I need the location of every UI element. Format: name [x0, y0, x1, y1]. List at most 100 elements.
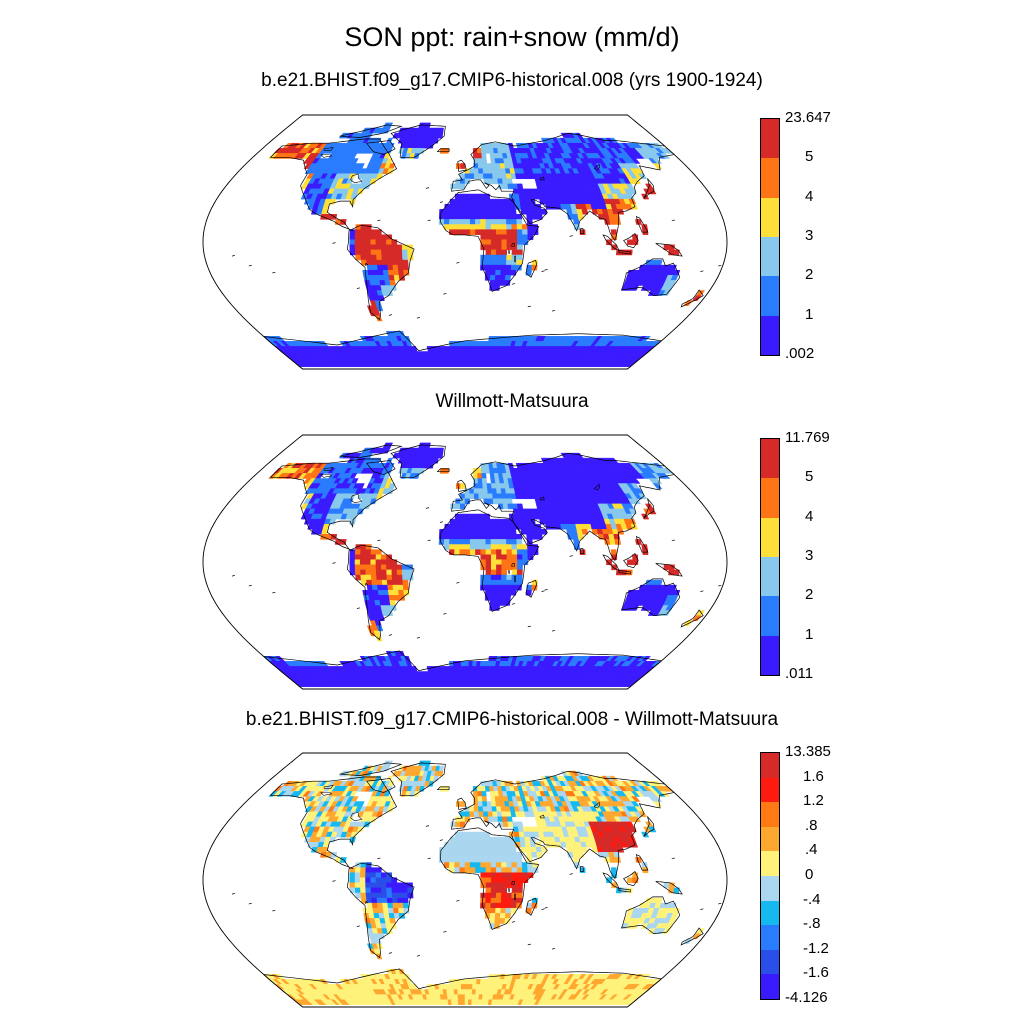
grid-cell [496, 559, 502, 566]
grid-cell [499, 836, 506, 843]
grid-cell [464, 867, 471, 873]
grid-cell [490, 877, 497, 884]
grid-cell [482, 168, 489, 174]
grid-cell [471, 351, 477, 357]
map-observed-precipitation [202, 434, 728, 690]
grid-cell [510, 584, 517, 591]
grid-cell [376, 579, 383, 586]
grid-cell [354, 867, 361, 873]
grid-cell [376, 254, 383, 261]
grid-cell [494, 600, 501, 606]
grid-cell [449, 852, 456, 858]
grid-cell [489, 600, 496, 606]
coastline-arctic-islands [339, 124, 403, 138]
grid-cell [506, 882, 513, 889]
coastline-new-guinea [655, 243, 683, 257]
grid-cell [444, 847, 451, 853]
grid-cell [506, 862, 513, 868]
grid-cell [485, 239, 492, 246]
grid-cell [485, 224, 492, 230]
grid-cell [468, 676, 473, 682]
grid-cell [398, 913, 406, 919]
grid-cell [380, 559, 387, 566]
grid-cell [535, 529, 543, 535]
grid-cell [499, 523, 506, 530]
grid-cell [506, 254, 513, 261]
grid-cell [365, 549, 372, 555]
grid-cell [475, 229, 481, 235]
grid-cell [375, 244, 382, 251]
grid-cell [501, 882, 508, 889]
grid-cell [365, 887, 372, 894]
grid-cell [386, 806, 394, 812]
grid-cell [354, 229, 361, 235]
grid-cell [443, 539, 450, 545]
grid-cell [530, 523, 537, 530]
coastline-madagascar [525, 259, 538, 278]
grid-cell [464, 229, 471, 235]
grid-cell [365, 254, 372, 261]
grid-cell [479, 193, 486, 200]
grid-cell [469, 529, 476, 535]
grid-cell [459, 534, 466, 540]
grid-cell [469, 544, 476, 550]
grid-cell [489, 275, 496, 281]
grid-cell [464, 518, 471, 525]
islet [544, 269, 548, 271]
grid-cell [375, 569, 382, 576]
grid-cell [490, 259, 497, 266]
grid-cell [393, 275, 400, 281]
grid-cell [474, 513, 481, 520]
grid-cell [354, 244, 361, 251]
grid-cell [469, 847, 476, 853]
grid-cell [479, 523, 486, 530]
islet [541, 590, 545, 592]
grid-cell [375, 887, 382, 894]
grid-cell [393, 589, 400, 596]
grid-cell [449, 203, 456, 210]
grid-cell [459, 219, 466, 225]
grid-cell [606, 239, 612, 246]
grid-cell [506, 564, 513, 571]
grid-cell [472, 984, 477, 990]
grid-cell [489, 913, 496, 919]
grid-cell [495, 539, 502, 545]
grid-cell [652, 796, 663, 802]
grid-cell [480, 224, 487, 230]
map-model-precipitation [202, 114, 728, 370]
grid-cell [460, 816, 466, 823]
grid-cell [501, 867, 508, 873]
grid-cell [505, 584, 512, 591]
grid-cell [370, 892, 378, 899]
panel-title-difference: b.e21.BHIST.f09_g17.CMIP6-historical.008… [245, 709, 779, 730]
lake-outline [350, 173, 363, 184]
grid-cell [469, 867, 476, 873]
grid-cell [500, 584, 507, 591]
grid-cell [371, 264, 379, 271]
grid-cell [391, 574, 398, 581]
grid-cell [501, 887, 508, 894]
grid-cell [469, 836, 476, 843]
grid-cell [485, 214, 492, 220]
grid-cell [532, 862, 539, 868]
grid-cell [504, 198, 511, 205]
grid-cell [454, 356, 459, 362]
grid-cell [525, 529, 532, 535]
grid-cell [532, 224, 539, 230]
grid-cell [469, 539, 476, 545]
grid-cell [485, 857, 492, 863]
grid-cell [485, 249, 492, 256]
grid-cell [501, 249, 508, 256]
grid-cell [475, 867, 481, 873]
grid-cell [490, 897, 497, 904]
grid-cell [396, 887, 403, 894]
grid-cell [468, 341, 474, 347]
grid-cell [641, 544, 648, 550]
grid-cell [359, 239, 366, 246]
islet [456, 262, 460, 264]
grid-cell [500, 209, 507, 215]
grid-cell [388, 275, 395, 281]
grid-cell [477, 483, 484, 489]
grid-cell [453, 351, 459, 357]
grid-cell [510, 529, 517, 535]
